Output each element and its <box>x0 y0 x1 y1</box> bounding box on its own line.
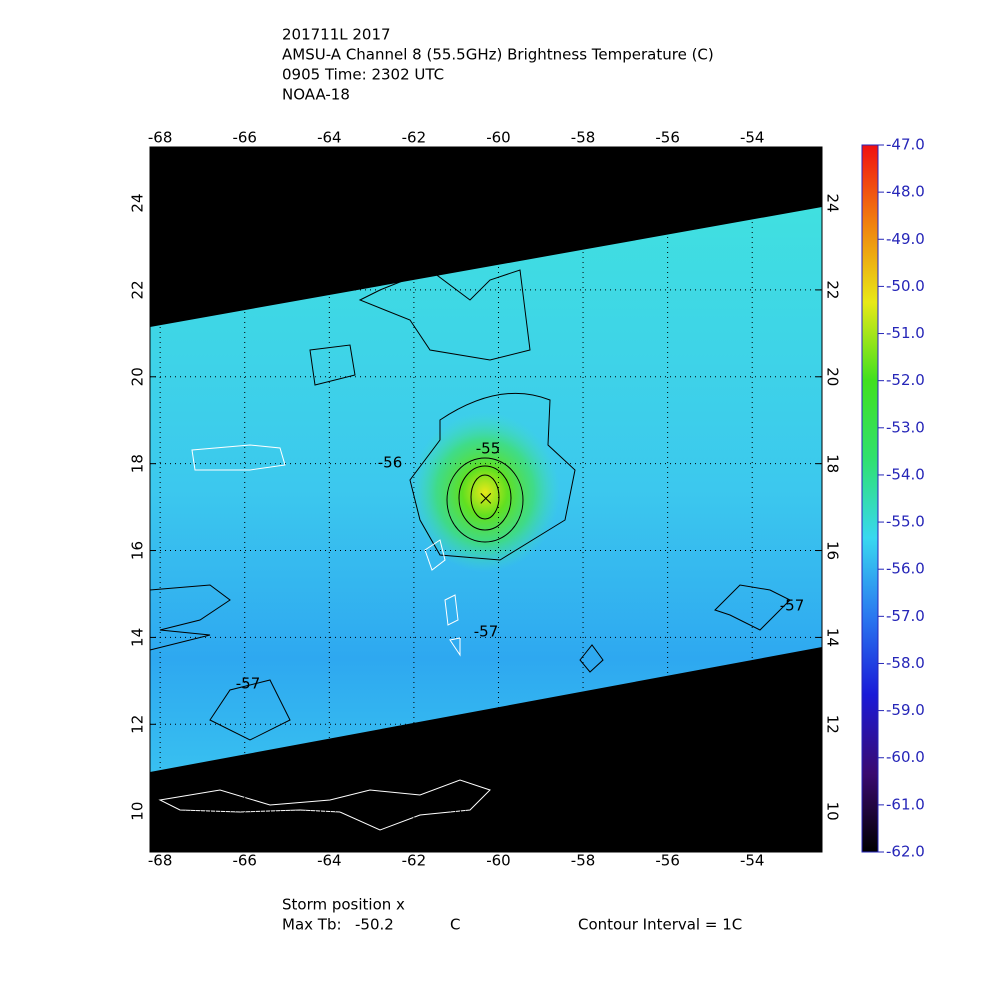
x-tick-label: -56 <box>655 852 680 870</box>
coastline <box>424 539 461 657</box>
title-line: 0905 Time: 2302 UTC <box>282 66 444 84</box>
y-tick-label: 12 <box>824 715 842 734</box>
contour-label: -57 <box>236 675 261 693</box>
colorbar-tick-label: -48.0 <box>886 183 925 201</box>
title-line: NOAA-18 <box>282 86 350 104</box>
colorbar-tick-label: -62.0 <box>886 843 925 861</box>
colorbar-tick-label: -59.0 <box>886 701 925 719</box>
coastline <box>191 444 286 471</box>
x-tick-label: -58 <box>571 129 596 147</box>
colorbar-tick-label: -61.0 <box>886 795 925 813</box>
contour-line <box>309 344 356 386</box>
x-tick-label: -56 <box>655 129 680 147</box>
y-tick-label: 16 <box>129 541 147 560</box>
storm-label: Storm position x <box>282 896 405 914</box>
x-tick-label: -66 <box>232 129 257 147</box>
y-tick-label: 14 <box>824 628 842 647</box>
colorbar-tick-label: -57.0 <box>886 607 925 625</box>
x-tick-label: -58 <box>571 852 596 870</box>
contour-line <box>209 679 291 741</box>
y-tick-label: 24 <box>824 193 842 212</box>
contour-line <box>446 457 524 543</box>
max-tb-value: -50.2 <box>355 916 394 934</box>
contour-label: -56 <box>378 454 403 472</box>
contour-line <box>714 584 791 631</box>
colorbar-tick-label: -49.0 <box>886 230 925 248</box>
title-line: AMSU-A Channel 8 (55.5GHz) Brightness Te… <box>282 46 714 64</box>
colorbar-tick-label: -55.0 <box>886 513 925 531</box>
axes: -68 -68 -66 -66 -64 -64 -62 -62 -60 -60 -58 -58 -56 -… <box>129 129 842 870</box>
contour-line <box>458 465 512 531</box>
plot-frame <box>149 146 823 853</box>
y-tick-label: 14 <box>129 628 147 647</box>
title-block: 201711L 2017 AMSU-A Channel 8 (55.5GHz) B… <box>282 26 714 104</box>
max-tb-unit: C <box>450 916 460 934</box>
colorbar-tick-label: -53.0 <box>886 418 925 436</box>
y-tick-label: 20 <box>824 367 842 386</box>
y-tick-label: 18 <box>824 454 842 473</box>
max-tb-label: Max Tb: <box>282 916 342 934</box>
y-tick-label: 22 <box>129 280 147 299</box>
storm-marker <box>480 493 492 504</box>
colorbar-tick-label: -50.0 <box>886 277 925 295</box>
colorbar-tick-label: -47.0 <box>886 136 925 154</box>
contour-line <box>470 474 500 520</box>
colorbar-scale <box>861 144 879 853</box>
x-tick-label: -62 <box>402 129 427 147</box>
x-tick-label: -60 <box>486 852 511 870</box>
contour-label: -57 <box>474 623 499 641</box>
contour-line <box>358 269 531 361</box>
y-tick-label: 20 <box>129 367 147 386</box>
colorbar-tick-label: -54.0 <box>886 465 925 483</box>
x-tick-label: -64 <box>317 129 342 147</box>
contour-line <box>409 392 576 561</box>
x-tick-label: -66 <box>232 852 257 870</box>
y-tick-label: 22 <box>824 280 842 299</box>
colorbar-tick-label: -52.0 <box>886 371 925 389</box>
y-tick-label: 12 <box>129 715 147 734</box>
warm-core <box>410 412 560 572</box>
x-tick-label: -64 <box>317 852 342 870</box>
contour-interval: Contour Interval = 1C <box>578 916 742 934</box>
x-tick-label: -54 <box>740 852 765 870</box>
contour-line <box>579 644 604 673</box>
colorbar-tick-label: -58.0 <box>886 654 925 672</box>
x-tick-label: -54 <box>740 129 765 147</box>
title-line: 201711L 2017 <box>282 26 391 44</box>
y-tick-label: 10 <box>824 802 842 821</box>
y-tick-label: 16 <box>824 541 842 560</box>
contour-line <box>149 584 231 651</box>
x-tick-label: -68 <box>148 852 173 870</box>
y-tick-label: 18 <box>129 454 147 473</box>
colorbar-tick-label: -60.0 <box>886 748 925 766</box>
contours <box>149 269 791 741</box>
y-tick-label: 10 <box>129 802 147 821</box>
x-tick-label: -68 <box>148 129 173 147</box>
colorbar: -47.0 -48.0 -49.0 -50.0 -51.0 -52.0 -53.0 -54.0… <box>861 136 925 861</box>
contour-label: -57 <box>780 597 805 615</box>
colorbar-tick-label: -51.0 <box>886 324 925 342</box>
contour-label: -55 <box>476 440 501 458</box>
colorbar-tick-label: -56.0 <box>886 560 925 578</box>
x-tick-label: -62 <box>402 852 427 870</box>
x-tick-label: -60 <box>486 129 511 147</box>
y-tick-label: 24 <box>129 193 147 212</box>
